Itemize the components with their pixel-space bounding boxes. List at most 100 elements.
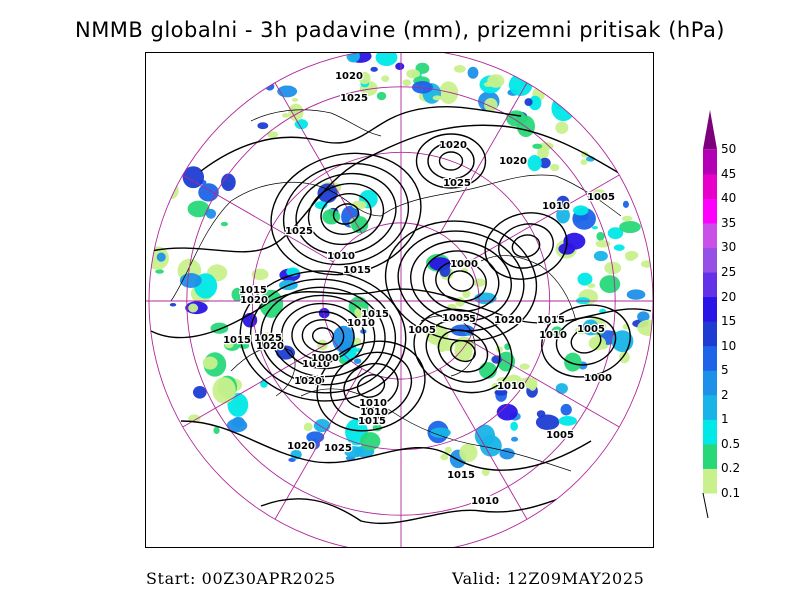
isobar <box>447 270 475 292</box>
isobar-label: 1010 <box>471 496 499 507</box>
isobar-label: 1010 <box>347 318 375 329</box>
precip-cell <box>556 207 570 224</box>
legend-swatch <box>703 149 717 175</box>
legend-swatch <box>703 296 717 322</box>
precip-cell <box>358 71 371 85</box>
legend-label: 30 <box>721 240 737 255</box>
precip-cell <box>598 324 605 329</box>
precip-cell <box>596 231 605 241</box>
isobar <box>384 220 538 342</box>
legend-swatch <box>703 443 717 469</box>
isobar-label: 1020 <box>287 441 315 452</box>
isobar-label: 1015 <box>223 335 251 346</box>
precip-cell <box>438 81 459 104</box>
isobar <box>425 319 501 383</box>
isobar <box>249 278 397 394</box>
precip-cell <box>281 113 290 118</box>
legend-label: 35 <box>721 215 737 230</box>
precip-cell <box>376 91 387 101</box>
precip-cell <box>454 340 473 362</box>
isobar <box>329 351 413 421</box>
precip-cell <box>156 252 166 262</box>
isobar <box>570 328 602 354</box>
meridian-line <box>468 339 620 428</box>
isobar-label: 1020 <box>335 71 363 82</box>
isobar-label: 1020 <box>499 156 527 167</box>
isobar <box>356 374 386 398</box>
legend-swatch <box>703 321 717 347</box>
isobar-label: 1020 <box>256 341 284 352</box>
precip-cell <box>587 283 596 288</box>
isobar <box>427 142 475 180</box>
precip-cell <box>169 303 177 307</box>
legend-swatch <box>703 419 717 445</box>
precip-cell <box>539 157 551 169</box>
precip-cell <box>202 356 218 370</box>
isobar-label: 1005 <box>408 325 436 336</box>
isobar-label: 1005 <box>297 375 325 386</box>
precip-cell <box>402 79 411 87</box>
precip-cell <box>558 415 577 426</box>
precip-cell <box>259 289 284 318</box>
coastline <box>170 181 382 302</box>
precip-cell <box>535 414 560 430</box>
precip-cell <box>528 381 537 391</box>
isobar <box>180 420 592 471</box>
meridian-line <box>439 82 528 234</box>
isobar-label: 1025 <box>254 333 282 344</box>
precip-cell <box>593 250 608 262</box>
precip-cell <box>260 379 268 388</box>
precip-cell <box>467 66 479 79</box>
precip-cell <box>494 389 508 396</box>
isobar <box>415 133 487 189</box>
isobar-label: 1010 <box>360 407 388 418</box>
precip-cell <box>555 121 569 135</box>
legend-swatch <box>703 468 717 494</box>
precip-cell <box>550 163 560 172</box>
precip-cell <box>226 418 248 433</box>
precip-cell <box>536 410 546 418</box>
precip-cell <box>221 173 236 192</box>
isobar <box>438 151 464 171</box>
precip-cell <box>564 352 582 372</box>
isobar <box>280 302 366 370</box>
precip-cell <box>257 122 269 130</box>
isobar-label: 1005 <box>546 430 574 441</box>
isobar <box>343 362 399 410</box>
precip-cell <box>637 311 650 322</box>
precip-cell <box>276 345 296 360</box>
precip-cell <box>303 423 313 432</box>
isobar <box>437 329 489 373</box>
isobar <box>484 212 568 280</box>
precip-cell <box>621 215 633 222</box>
precip-cell <box>637 319 653 336</box>
isobar <box>498 223 554 269</box>
isobar-label: 1025 <box>285 226 313 237</box>
precip-cell <box>155 269 164 274</box>
meridian-line <box>274 82 363 234</box>
legend-label: 40 <box>721 191 737 206</box>
precip-cell <box>163 182 179 200</box>
legend-swatch <box>703 173 717 199</box>
legend-label: 0.2 <box>721 461 741 476</box>
isobar <box>270 152 422 276</box>
precip-cell <box>352 337 362 346</box>
precip-cell <box>619 220 641 234</box>
precip-cell <box>346 53 360 63</box>
precip-cell <box>625 253 636 262</box>
isobar <box>511 234 541 258</box>
precip-cell <box>459 443 478 462</box>
isobar <box>320 193 372 235</box>
precipitation-layer <box>149 53 653 477</box>
meridian-line <box>182 174 334 263</box>
precip-cell <box>439 264 451 277</box>
isobar <box>291 310 355 362</box>
precip-cell <box>599 275 621 294</box>
isobar <box>260 286 386 386</box>
precip-cell <box>291 98 299 102</box>
isobar <box>397 230 525 332</box>
precip-cell <box>432 95 442 101</box>
isobar <box>435 260 487 302</box>
legend-label: 0.5 <box>721 436 741 451</box>
precip-cell <box>381 75 390 82</box>
